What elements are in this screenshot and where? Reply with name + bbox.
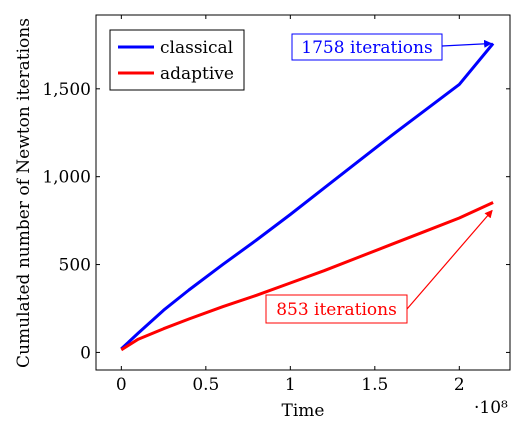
y-axis-label: Cumulated number of Newton iterations: [14, 18, 34, 368]
x-tick-label: 1.5: [361, 375, 388, 395]
legend: classical adaptive: [109, 29, 245, 91]
y-tick-label: 500: [59, 256, 91, 276]
annotation-arrow-adaptive: [406, 209, 493, 310]
x-axis-multiplier: ·10⁸: [474, 398, 508, 418]
plot-frame: [95, 14, 511, 371]
x-tick-label: 2: [454, 375, 465, 395]
y-tick-label: 0: [80, 343, 91, 363]
annotation-text-adaptive: 853 iterations: [276, 300, 397, 320]
series-line-adaptive: [120, 201, 494, 352]
x-tick-label: 0: [116, 375, 127, 395]
annotation-text-classical: 1758 iterations: [301, 38, 432, 58]
y-tick-label: 1,000: [42, 168, 91, 188]
legend-box: [109, 29, 245, 91]
x-axis-label: Time: [282, 401, 325, 421]
x-tick-label: 1: [285, 375, 296, 395]
y-tick-label: 1,500: [42, 80, 91, 100]
series-layer: [120, 42, 495, 352]
legend-label-classical: classical: [160, 38, 233, 58]
annotation-box-classical: [291, 33, 443, 61]
series-line-classical: [120, 42, 495, 350]
x-tick-label: 0.5: [192, 375, 219, 395]
annotation-box-adaptive: [265, 294, 408, 324]
axis-ticks: 0 0.5 1 1.5 2 0 500 1,000 1,500: [42, 15, 510, 395]
annotation-arrow-classical: [441, 39, 493, 48]
legend-label-adaptive: adaptive: [160, 64, 234, 84]
annotation-layer: 1758 iterations 853 iterations: [265, 33, 493, 324]
